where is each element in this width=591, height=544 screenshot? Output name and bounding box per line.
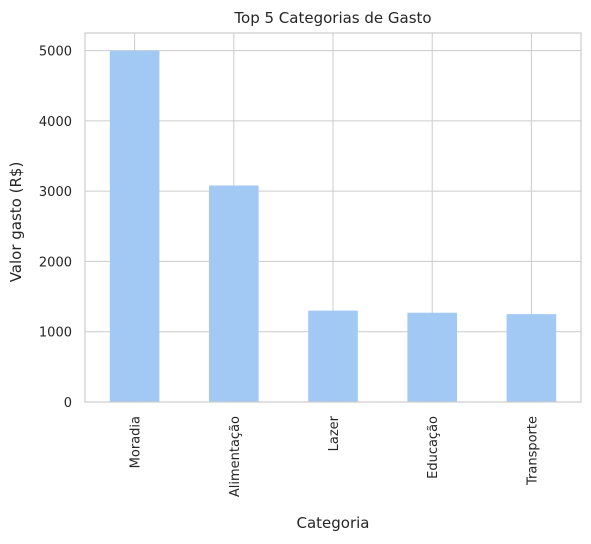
- bar-2: [308, 310, 358, 402]
- y-tick-label: 2000: [39, 255, 72, 270]
- y-axis-ticks: 0 1000 2000 3000 4000 5000: [39, 45, 72, 411]
- y-tick-label: 4000: [39, 115, 72, 130]
- x-tick-label: Educação: [426, 416, 441, 479]
- bar-3: [407, 312, 457, 402]
- y-axis-label: Valor gasto (R$): [7, 162, 25, 283]
- bar-4: [506, 314, 557, 402]
- x-tick-label: Transporte: [525, 416, 540, 486]
- x-axis-label: Categoria: [296, 514, 369, 532]
- x-axis-ticks: Moradia Alimentação Lazer Educação Transport…: [129, 415, 541, 497]
- y-tick-label: 1000: [39, 326, 72, 341]
- chart-title: Top 5 Categorias de Gasto: [233, 9, 431, 27]
- bar-0: [109, 50, 160, 402]
- plot-area-frame: [84, 32, 582, 403]
- bar-1: [209, 185, 259, 402]
- y-tick-label: 0: [64, 396, 72, 411]
- y-tick-label: 5000: [39, 45, 72, 60]
- bars: [109, 50, 557, 402]
- x-tick-label: Moradia: [129, 416, 144, 468]
- x-tick-label: Lazer: [327, 415, 342, 451]
- y-tick-label: 3000: [39, 185, 72, 200]
- x-tick-label: Alimentação: [228, 416, 243, 497]
